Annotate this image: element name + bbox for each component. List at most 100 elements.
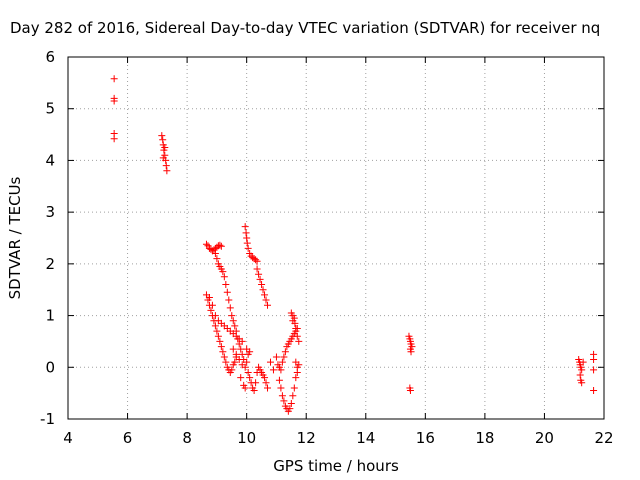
data-point	[202, 240, 210, 248]
y-tick-label: -1	[40, 410, 55, 428]
plot-frame	[67, 56, 605, 420]
data-point	[280, 353, 288, 361]
data-point	[237, 374, 245, 382]
data-point	[252, 256, 260, 264]
y-tick-label: 2	[45, 255, 55, 273]
data-point	[406, 387, 414, 395]
data-point	[264, 301, 272, 309]
data-point	[229, 345, 237, 353]
data-point	[232, 350, 240, 358]
data-point	[213, 327, 221, 335]
data-point	[281, 348, 289, 356]
data-point	[229, 317, 237, 325]
data-point	[590, 387, 598, 395]
x-tick-label: 6	[123, 429, 133, 447]
y-tick-label: 0	[45, 358, 55, 376]
data-point	[110, 75, 118, 83]
data-point	[217, 242, 225, 250]
data-point	[225, 296, 233, 304]
data-point	[207, 306, 215, 314]
data-point	[222, 281, 230, 289]
data-point	[241, 384, 249, 392]
x-tick-label: 16	[416, 429, 435, 447]
data-point	[238, 337, 246, 345]
data-point	[289, 317, 297, 325]
data-point	[231, 322, 239, 330]
data-point	[578, 379, 586, 387]
data-point	[259, 286, 267, 294]
data-point	[576, 371, 584, 379]
data-point	[214, 332, 222, 340]
data-point	[217, 343, 225, 351]
data-point	[250, 387, 258, 395]
data-point	[244, 244, 252, 252]
data-point	[163, 167, 171, 175]
data-point	[295, 337, 303, 345]
data-point	[290, 384, 298, 392]
data-point	[255, 270, 263, 278]
data-point	[219, 348, 227, 356]
data-point	[228, 366, 236, 374]
data-point	[289, 392, 297, 400]
y-tick-label: 3	[45, 203, 55, 221]
data-point	[228, 312, 236, 320]
data-point	[238, 350, 246, 358]
data-point	[219, 268, 227, 276]
data-point	[258, 281, 266, 289]
data-point	[261, 291, 269, 299]
data-point	[158, 132, 166, 140]
data-point	[579, 358, 587, 366]
data-point	[280, 397, 288, 405]
data-point	[278, 392, 286, 400]
data-point	[211, 322, 219, 330]
data-point	[590, 356, 598, 364]
data-point	[252, 379, 260, 387]
data-point	[242, 229, 250, 237]
data-point	[110, 135, 118, 143]
y-tick-label: 6	[45, 48, 55, 66]
data-point	[266, 358, 274, 366]
x-axis-label: GPS time / hours	[273, 457, 399, 475]
data-point	[222, 358, 230, 366]
data-point	[578, 366, 586, 374]
data-point	[161, 144, 169, 151]
data-point	[277, 384, 285, 392]
data-point	[243, 239, 251, 247]
data-point	[223, 288, 231, 296]
data-point	[275, 376, 283, 384]
data-point	[262, 296, 270, 304]
data-point	[241, 363, 249, 371]
data-point	[253, 265, 261, 273]
data-point	[235, 356, 243, 364]
data-point	[262, 379, 270, 387]
data-point	[243, 358, 251, 366]
data-point	[253, 257, 261, 265]
x-tick-label: 20	[535, 429, 554, 447]
data-point	[159, 136, 167, 144]
x-tick-label: 4	[63, 429, 73, 447]
data-point	[208, 301, 216, 309]
data-point	[205, 293, 213, 301]
data-point	[241, 223, 249, 231]
data-point	[407, 348, 415, 356]
data-point	[269, 366, 277, 374]
data-point	[286, 405, 294, 413]
data-point	[246, 374, 254, 382]
data-point	[159, 154, 167, 162]
y-tick-label: 1	[45, 307, 55, 325]
x-tick-label: 22	[594, 429, 613, 447]
data-point	[272, 353, 280, 361]
y-axis-label: SDTVAR / TECUs	[6, 176, 24, 299]
chart-title: Day 282 of 2016, Sidereal Day-to-day VTE…	[10, 19, 601, 37]
x-tick-label: 12	[297, 429, 316, 447]
data-point	[590, 366, 598, 374]
data-point	[261, 374, 269, 382]
grid-lines	[68, 57, 604, 419]
data-point	[207, 245, 215, 253]
data-point	[293, 332, 301, 340]
y-tick-label: 4	[45, 151, 55, 169]
x-tick-label: 14	[356, 429, 375, 447]
data-point	[211, 312, 219, 320]
data-points	[110, 75, 598, 415]
